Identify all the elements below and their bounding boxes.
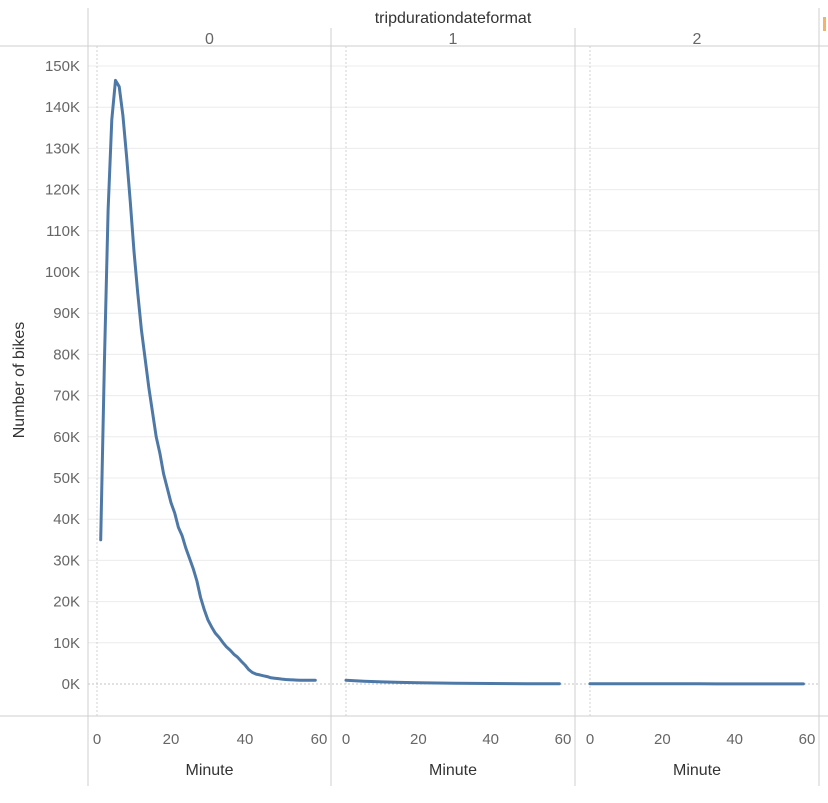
panel-header-label: 0 bbox=[205, 31, 214, 48]
y-tick-label: 90K bbox=[53, 305, 80, 322]
series-line-panel-1 bbox=[344, 678, 561, 686]
series-layer bbox=[99, 78, 805, 686]
y-tick-label: 120K bbox=[45, 182, 80, 199]
x-tick-label: 60 bbox=[311, 731, 328, 748]
y-tick-label: 40K bbox=[53, 511, 80, 528]
y-tick-label: 10K bbox=[53, 635, 80, 652]
y-tick-label: 100K bbox=[45, 264, 80, 281]
x-tick-label: 40 bbox=[482, 731, 499, 748]
y-tick-label: 30K bbox=[53, 552, 80, 569]
y-tick-label: 70K bbox=[53, 388, 80, 405]
y-tick-label: 0K bbox=[62, 676, 80, 693]
x-tick-label: 0 bbox=[93, 731, 101, 748]
x-tick-label: 40 bbox=[237, 731, 254, 748]
y-tick-label: 80K bbox=[53, 346, 80, 363]
x-axis-title: Minute bbox=[673, 762, 721, 779]
x-tick-label: 40 bbox=[726, 731, 743, 748]
panel-header-label: 2 bbox=[693, 31, 702, 48]
series-line-panel-0 bbox=[99, 78, 317, 682]
x-tick-label: 0 bbox=[586, 731, 594, 748]
y-tick-label: 60K bbox=[53, 429, 80, 446]
x-tick-label: 20 bbox=[654, 731, 671, 748]
x-axis-title: Minute bbox=[185, 762, 233, 779]
x-tick-label: 20 bbox=[410, 731, 427, 748]
y-tick-label: 110K bbox=[46, 223, 80, 240]
x-tick-label: 60 bbox=[555, 731, 572, 748]
panel-header-label: 1 bbox=[449, 31, 458, 48]
x-axis-title: Minute bbox=[429, 762, 477, 779]
x-tick-label: 60 bbox=[799, 731, 816, 748]
y-axis-title: Number of bikes bbox=[11, 322, 28, 439]
y-tick-label: 50K bbox=[53, 470, 80, 487]
x-tick-label: 20 bbox=[163, 731, 180, 748]
label-layer: tripdurationdateformat Number of bikes 0… bbox=[11, 10, 815, 779]
y-tick-label: 20K bbox=[53, 594, 80, 611]
y-tick-label: 140K bbox=[45, 99, 80, 116]
x-tick-label: 0 bbox=[342, 731, 350, 748]
y-tick-label: 130K bbox=[45, 140, 80, 157]
legend-color-chip bbox=[823, 17, 826, 31]
grid-layer bbox=[88, 46, 819, 716]
frame-layer bbox=[0, 8, 828, 786]
column-header-title: tripdurationdateformat bbox=[375, 10, 532, 27]
y-tick-label: 150K bbox=[45, 58, 80, 75]
